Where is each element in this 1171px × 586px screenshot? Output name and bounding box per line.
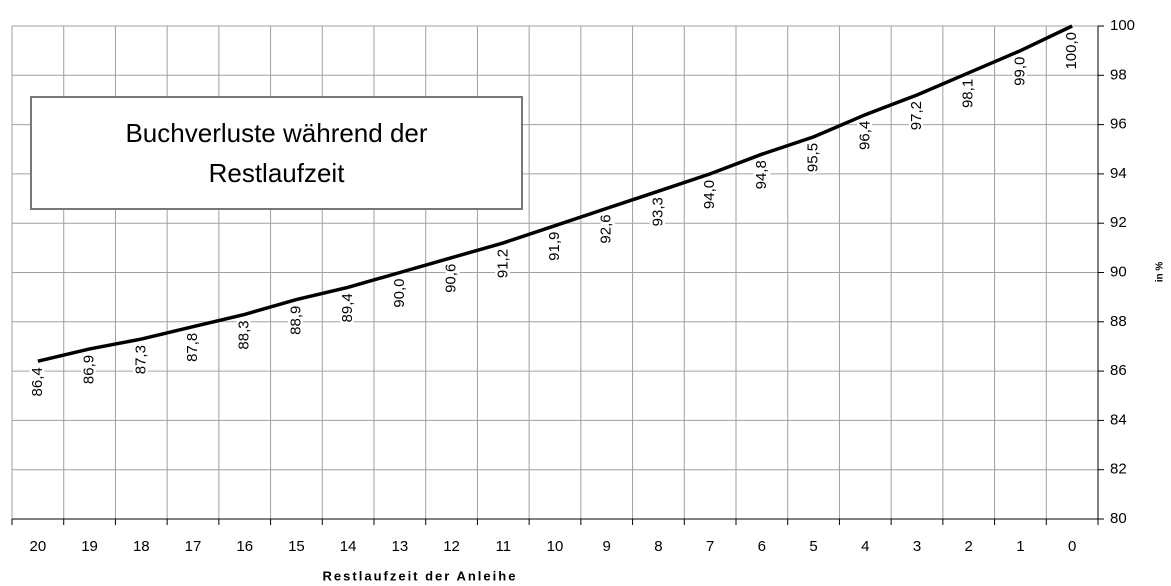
y-tick-label: 100 bbox=[1110, 17, 1135, 34]
data-label: 93,3 bbox=[649, 197, 666, 226]
data-label: 94,8 bbox=[753, 160, 770, 189]
data-label: 98,1 bbox=[960, 79, 977, 108]
data-label: 90,0 bbox=[391, 279, 408, 308]
y-tick-label: 92 bbox=[1110, 214, 1127, 231]
x-tick-label: 8 bbox=[654, 538, 662, 555]
data-label: 94,0 bbox=[701, 180, 718, 209]
y-tick-label: 96 bbox=[1110, 116, 1127, 133]
y-axis-label: in % bbox=[1155, 262, 1166, 283]
data-label: 90,6 bbox=[443, 264, 460, 293]
y-tick-label: 90 bbox=[1110, 263, 1127, 280]
x-tick-label: 10 bbox=[547, 538, 564, 555]
x-tick-label: 12 bbox=[443, 538, 460, 555]
x-tick-label: 3 bbox=[913, 538, 921, 555]
data-label: 92,6 bbox=[598, 214, 615, 243]
data-label: 100,0 bbox=[1063, 32, 1080, 70]
x-axis-label: Restlaufzeit der Anleihe bbox=[323, 568, 518, 583]
x-tick-label: 0 bbox=[1068, 538, 1076, 555]
y-tick-label: 86 bbox=[1110, 362, 1127, 379]
x-tick-label: 11 bbox=[495, 538, 511, 555]
data-label: 88,3 bbox=[236, 320, 253, 349]
x-tick-label: 6 bbox=[758, 538, 766, 555]
chart-title: Buchverluste während der Restlaufzeit bbox=[30, 96, 523, 210]
data-label: 99,0 bbox=[1011, 57, 1028, 86]
x-tick-label: 15 bbox=[288, 538, 305, 555]
data-label: 87,3 bbox=[132, 345, 149, 374]
x-tick-label: 5 bbox=[809, 538, 817, 555]
x-tick-label: 17 bbox=[185, 538, 202, 555]
y-tick-label: 98 bbox=[1110, 66, 1127, 83]
x-tick-label: 7 bbox=[706, 538, 714, 555]
y-tick-label: 80 bbox=[1110, 510, 1127, 527]
data-label: 89,4 bbox=[339, 293, 356, 322]
y-tick-label: 88 bbox=[1110, 313, 1127, 330]
data-label: 91,2 bbox=[494, 249, 511, 278]
x-tick-label: 18 bbox=[133, 538, 150, 555]
data-label: 86,9 bbox=[81, 355, 98, 384]
data-line bbox=[37, 24, 1073, 363]
x-tick-label: 2 bbox=[965, 538, 973, 555]
y-tick-label: 84 bbox=[1110, 411, 1127, 428]
data-label: 97,2 bbox=[908, 101, 925, 130]
x-tick-label: 1 bbox=[1016, 538, 1024, 555]
x-tick-label: 19 bbox=[81, 538, 98, 555]
y-tick-label: 82 bbox=[1110, 461, 1127, 478]
data-label: 95,5 bbox=[805, 143, 822, 172]
x-tick-label: 16 bbox=[236, 538, 253, 555]
x-tick-label: 9 bbox=[603, 538, 611, 555]
data-label: 86,4 bbox=[29, 367, 46, 396]
x-tick-label: 14 bbox=[340, 538, 357, 555]
y-tick-label: 94 bbox=[1110, 165, 1127, 182]
data-label: 96,4 bbox=[856, 121, 873, 150]
x-tick-label: 20 bbox=[30, 538, 47, 555]
x-tick-label: 13 bbox=[392, 538, 409, 555]
data-label: 88,9 bbox=[287, 306, 304, 335]
data-label: 87,8 bbox=[184, 333, 201, 362]
data-label: 91,9 bbox=[546, 232, 563, 261]
x-tick-label: 4 bbox=[861, 538, 869, 555]
